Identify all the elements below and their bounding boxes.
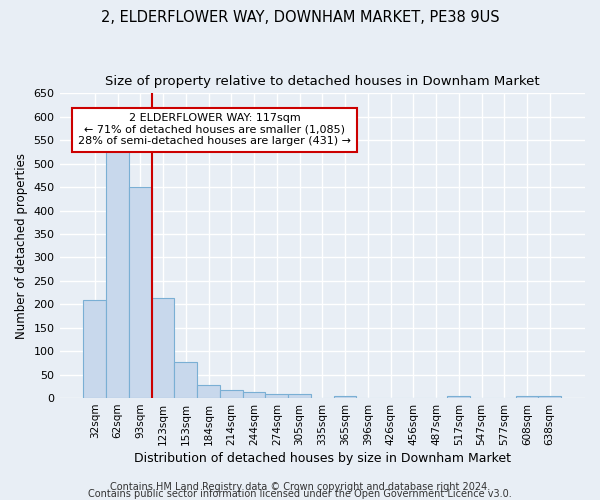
Bar: [515, 396, 538, 398]
Text: 2, ELDERFLOWER WAY, DOWNHAM MARKET, PE38 9US: 2, ELDERFLOWER WAY, DOWNHAM MARKET, PE38…: [101, 10, 499, 25]
Bar: [448, 396, 470, 398]
Y-axis label: Number of detached properties: Number of detached properties: [15, 152, 28, 338]
Text: Contains HM Land Registry data © Crown copyright and database right 2024.: Contains HM Land Registry data © Crown c…: [110, 482, 490, 492]
Bar: [197, 385, 220, 398]
Bar: [175, 362, 197, 398]
Text: Contains public sector information licensed under the Open Government Licence v3: Contains public sector information licen…: [88, 489, 512, 499]
Bar: [334, 396, 356, 398]
Bar: [538, 396, 561, 398]
Bar: [288, 394, 311, 398]
Text: 2 ELDERFLOWER WAY: 117sqm
← 71% of detached houses are smaller (1,085)
28% of se: 2 ELDERFLOWER WAY: 117sqm ← 71% of detac…: [78, 113, 351, 146]
Title: Size of property relative to detached houses in Downham Market: Size of property relative to detached ho…: [105, 75, 539, 88]
Bar: [152, 298, 175, 398]
Bar: [106, 150, 129, 398]
Bar: [129, 187, 152, 398]
Bar: [220, 390, 242, 398]
Bar: [83, 300, 106, 398]
X-axis label: Distribution of detached houses by size in Downham Market: Distribution of detached houses by size …: [134, 452, 511, 465]
Bar: [265, 394, 288, 398]
Bar: [242, 392, 265, 398]
